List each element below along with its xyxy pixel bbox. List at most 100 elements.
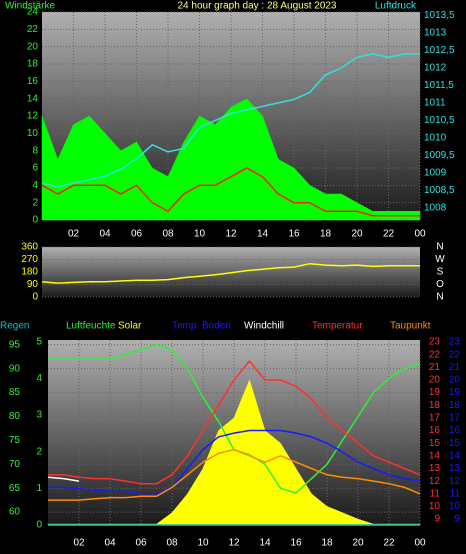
- legend-label: Temperatur: [312, 321, 363, 332]
- y-tick-label: 1011,5: [424, 80, 454, 91]
- line: [41, 167, 420, 217]
- line: [41, 262, 420, 284]
- y-tick-label: 15: [429, 438, 441, 449]
- y-tick-label: 18: [27, 59, 39, 70]
- y-tick-label: 9: [454, 514, 460, 525]
- y-tick-label: 2: [36, 446, 42, 457]
- y-tick-label: N: [436, 292, 443, 303]
- y-tick-label: 14: [27, 93, 39, 104]
- y2-axis-label: Luftdruck: [375, 1, 417, 12]
- y-tick-label: 22: [27, 24, 39, 35]
- y-tick-label: 12: [27, 111, 39, 122]
- x-tick-label: 12: [228, 538, 240, 549]
- y-tick-label: 4: [32, 180, 38, 191]
- y-tick-label: 270: [21, 254, 38, 265]
- y-tick-label: 14: [429, 450, 441, 461]
- x-tick-label: 10: [197, 538, 209, 549]
- y-tick-label: 90: [9, 363, 21, 374]
- y-tick-label: 85: [9, 387, 21, 398]
- y-tick-label: 1: [36, 483, 42, 494]
- y-tick-label: 5: [36, 336, 42, 347]
- x-tick-label: 20: [351, 229, 363, 240]
- x-tick-label: 08: [162, 229, 174, 240]
- y-tick-label: 1012,5: [424, 45, 455, 56]
- y-tick-label: 22: [449, 349, 461, 360]
- y-tick-label: 15: [449, 438, 461, 449]
- y-tick-label: 13: [449, 463, 461, 474]
- y-tick-label: 10: [429, 501, 441, 512]
- y-tick-label: 1008: [424, 202, 447, 213]
- x-tick-label: 00: [414, 229, 426, 240]
- y-tick-label: 1012: [424, 63, 447, 74]
- x-tick-label: 06: [131, 229, 143, 240]
- legend-label: Temp. Boden: [172, 321, 231, 332]
- y-tick-label: 10: [449, 501, 461, 512]
- y-tick-label: 80: [9, 411, 21, 422]
- y-tick-label: 17: [429, 413, 441, 424]
- y-tick-label: 1013: [424, 28, 447, 39]
- y-tick-label: 16: [27, 76, 39, 87]
- x-tick-label: 04: [104, 538, 116, 549]
- line: [41, 53, 420, 188]
- y-tick-label: 10: [27, 128, 39, 139]
- x-tick-label: 18: [321, 538, 333, 549]
- x-tick-label: 08: [166, 538, 178, 549]
- y-tick-label: N: [436, 242, 443, 253]
- y-tick-label: 4: [36, 373, 42, 384]
- y-tick-label: 60: [9, 507, 21, 518]
- x-tick-label: 12: [225, 229, 237, 240]
- y-tick-label: 21: [429, 362, 441, 373]
- y-tick-label: 12: [449, 476, 461, 487]
- x-tick-label: 10: [194, 229, 206, 240]
- y-tick-label: 1010: [424, 132, 447, 143]
- x-tick-label: 16: [290, 538, 302, 549]
- x-tick-label: 00: [414, 538, 426, 549]
- legend-label: Regen: [0, 321, 29, 332]
- y-tick-label: 19: [429, 387, 441, 398]
- y-tick-label: O: [436, 279, 444, 290]
- legend-label: Luftfeuchte: [66, 321, 116, 332]
- y-axis-label: Windstärke: [5, 1, 55, 12]
- legend-label: Taupunkt: [390, 321, 431, 332]
- y-tick-label: 0: [36, 520, 42, 531]
- x-tick-label: 18: [320, 229, 332, 240]
- x-tick-label: 06: [135, 538, 147, 549]
- y-tick-label: 20: [27, 41, 39, 52]
- area: [41, 98, 421, 221]
- y-tick-label: 1010,5: [424, 115, 455, 126]
- y-tick-label: 6: [32, 163, 38, 174]
- x-tick-label: 16: [288, 229, 300, 240]
- y-tick-label: 65: [9, 483, 21, 494]
- y-tick-label: S: [437, 267, 444, 278]
- y-tick-label: 21: [449, 362, 461, 373]
- y-tick-label: 0: [32, 215, 38, 226]
- y-tick-label: 360: [21, 242, 38, 253]
- x-tick-label: 14: [257, 229, 269, 240]
- line: [48, 448, 421, 501]
- y-tick-label: 20: [449, 375, 461, 386]
- line: [47, 476, 80, 482]
- x-tick-label: 22: [383, 229, 395, 240]
- y-tick-label: 95: [9, 339, 21, 350]
- y-tick-label: 22: [429, 349, 441, 360]
- y-tick-label: 16: [449, 425, 461, 436]
- y-tick-label: 20: [429, 375, 441, 386]
- y-tick-label: 70: [9, 459, 21, 470]
- y-tick-label: 1009,5: [424, 150, 455, 161]
- y-tick-label: 1009: [424, 167, 447, 178]
- legend-label: Solar: [118, 321, 142, 332]
- y-tick-label: 16: [429, 425, 441, 436]
- y-tick-label: 3: [36, 410, 42, 421]
- x-tick-label: 14: [259, 538, 271, 549]
- x-tick-label: 04: [99, 229, 111, 240]
- y-tick-label: 11: [430, 488, 441, 499]
- y-tick-label: 14: [449, 450, 461, 461]
- x-tick-label: 20: [352, 538, 364, 549]
- y-tick-label: 8: [32, 145, 38, 156]
- y-tick-label: 180: [21, 267, 38, 278]
- y-tick-label: 11: [450, 488, 461, 499]
- y-tick-label: 1013,5: [424, 10, 455, 21]
- x-tick-label: 02: [68, 229, 80, 240]
- x-tick-label: 22: [383, 538, 395, 549]
